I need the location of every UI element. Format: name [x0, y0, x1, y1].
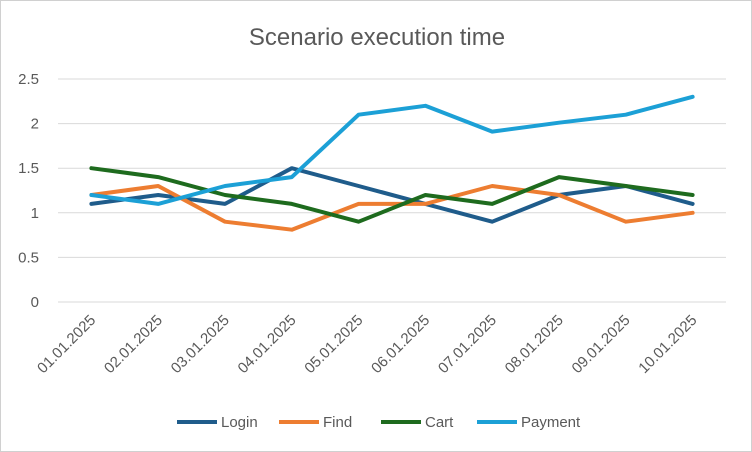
y-tick-label: 1 — [31, 205, 39, 222]
legend-label-cart: Cart — [425, 414, 454, 431]
x-tick-label: 06.01.2025 — [368, 312, 433, 377]
series-line-login — [89, 166, 695, 224]
y-tick-label: 0 — [31, 294, 39, 311]
gridlines — [58, 78, 726, 303]
series-line-find — [89, 184, 695, 232]
y-tick-label: 2 — [31, 116, 39, 133]
x-tick-label: 08.01.2025 — [502, 312, 567, 377]
x-tick-label: 05.01.2025 — [301, 312, 366, 377]
series-line-cart — [89, 166, 695, 224]
legend-label-payment: Payment — [521, 414, 581, 431]
y-tick-label: 2.5 — [18, 71, 39, 88]
chart-title: Scenario execution time — [249, 24, 505, 51]
x-tick-label: 01.01.2025 — [34, 312, 99, 377]
x-tick-label: 10.01.2025 — [635, 312, 700, 377]
legend-label-find: Find — [323, 414, 352, 431]
x-tick-label: 09.01.2025 — [569, 312, 634, 377]
x-tick-label: 07.01.2025 — [435, 312, 500, 377]
series-line-payment — [89, 94, 695, 206]
x-tick-label: 02.01.2025 — [101, 312, 166, 377]
y-tick-label: 1.5 — [18, 160, 39, 177]
legend: Login Find Cart Payment — [177, 414, 581, 431]
y-tick-label: 0.5 — [18, 249, 39, 266]
x-tick-label: 03.01.2025 — [168, 312, 233, 377]
x-axis-ticks: 01.01.2025 02.01.2025 03.01.2025 04.01.2025… — [34, 312, 700, 377]
x-tick-label: 04.01.2025 — [235, 312, 300, 377]
legend-label-login: Login — [221, 414, 258, 431]
series-lines — [89, 94, 695, 232]
y-axis-ticks: 0 0.5 1 1.5 2 2.5 — [18, 71, 39, 311]
